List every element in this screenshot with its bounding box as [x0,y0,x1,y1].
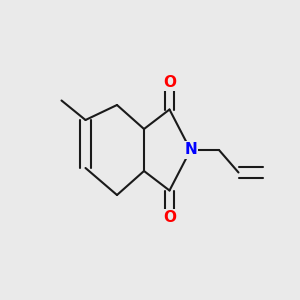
Text: O: O [163,210,176,225]
Text: N: N [184,142,197,158]
Text: O: O [163,75,176,90]
